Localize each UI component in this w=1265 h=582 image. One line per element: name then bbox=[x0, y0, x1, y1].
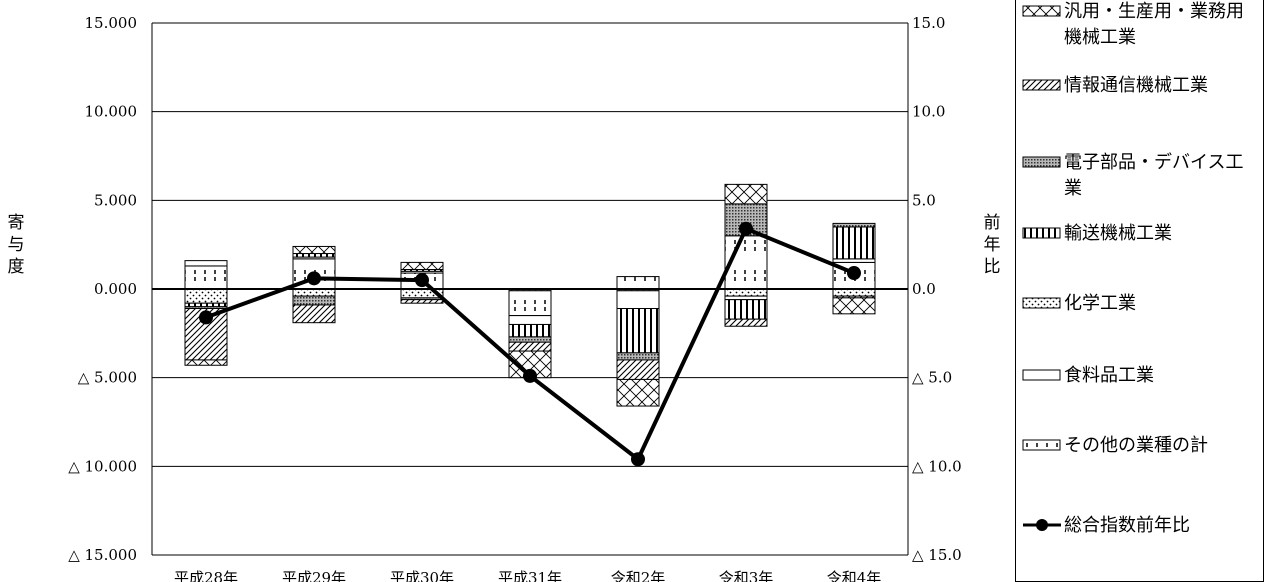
x-tick-label: 令和3年 bbox=[719, 569, 774, 582]
legend-swatch bbox=[1023, 519, 1061, 531]
bar-segment bbox=[724, 288, 768, 297]
legend-label: 食料品工業 bbox=[1064, 365, 1154, 386]
bar-segment bbox=[292, 253, 336, 258]
legend-swatch bbox=[1022, 369, 1061, 381]
index-point bbox=[631, 452, 645, 467]
bar-segment bbox=[832, 297, 876, 315]
bar-segment bbox=[616, 308, 660, 354]
y-tick-label: △ 10.000 bbox=[68, 457, 137, 475]
legend-label: 化学工業 bbox=[1064, 293, 1136, 314]
bar-segment bbox=[508, 323, 552, 338]
legend-item: 化学工業 bbox=[1022, 291, 1254, 317]
legend-swatch bbox=[1022, 439, 1061, 451]
legend-item: 汎用・生産用・業務用機械工業 bbox=[1022, 0, 1254, 51]
y-tick-label: 15.000 bbox=[85, 14, 138, 32]
legend-item: その他の業種の計 bbox=[1022, 433, 1254, 459]
x-tick-label: 平成28年 bbox=[174, 569, 238, 582]
y-tick-label: 0.000 bbox=[94, 280, 137, 298]
bar-segment bbox=[184, 288, 228, 304]
bar-segment bbox=[616, 359, 660, 380]
bar-segment bbox=[616, 276, 660, 290]
index-point bbox=[199, 310, 213, 325]
bar-segment bbox=[400, 261, 444, 270]
x-tick-label: 平成31年 bbox=[498, 569, 562, 582]
bar-segment bbox=[508, 290, 552, 317]
bar-segment bbox=[292, 295, 336, 306]
x-tick-label: 令和2年 bbox=[611, 569, 666, 582]
x-tick-label: 平成29年 bbox=[282, 569, 346, 582]
bar-segment bbox=[724, 318, 768, 327]
y2-axis-label: 前年比 bbox=[983, 213, 1001, 277]
legend-label: 汎用・生産用・業務用機械工業 bbox=[1064, 1, 1244, 48]
bar-segment bbox=[724, 183, 768, 205]
y2-tick-label: 10.0 bbox=[912, 103, 945, 121]
index-point bbox=[523, 368, 537, 383]
index-point bbox=[307, 271, 321, 286]
legend-item: 情報通信機械工業 bbox=[1022, 73, 1254, 99]
bar-segment bbox=[832, 258, 876, 263]
y2-tick-label: △ 10.0 bbox=[912, 457, 962, 475]
legend-swatch bbox=[1022, 79, 1061, 91]
bar-segment bbox=[616, 352, 660, 361]
bar-segment bbox=[292, 245, 336, 255]
bar-segment bbox=[616, 378, 660, 407]
bar-segment bbox=[508, 341, 552, 352]
x-tick-label: 平成30年 bbox=[390, 569, 454, 582]
legend-item: 輸送機械工業 bbox=[1022, 221, 1254, 247]
bar-segment bbox=[508, 336, 552, 343]
chart-canvas: 15.000 10.000 5.000 0.000 △ 5.000 △ 10.000 △ 1… bbox=[68, 14, 962, 582]
bar-segment bbox=[832, 222, 876, 228]
legend-swatch bbox=[1022, 156, 1061, 168]
legend-swatch bbox=[1022, 227, 1061, 239]
legend-label: 情報通信機械工業 bbox=[1064, 75, 1208, 96]
y2-tick-label: △ 5.0 bbox=[912, 369, 952, 387]
legend-item: 食料品工業 bbox=[1022, 363, 1254, 389]
bar-segment bbox=[184, 359, 228, 366]
x-tick-label: 令和4年 bbox=[827, 569, 882, 582]
chart-legend: 汎用・生産用・業務用機械工業情報通信機械工業電子部品・デバイス工業輸送機械工業化… bbox=[1015, 0, 1264, 582]
y2-tick-label: 15.0 bbox=[912, 14, 945, 32]
bar-segment bbox=[724, 299, 768, 320]
legend-item: 総合指数前年比 bbox=[1022, 513, 1254, 539]
bar-segment bbox=[184, 302, 228, 308]
legend-label: その他の業種の計 bbox=[1064, 435, 1208, 456]
y-tick-label: △ 5.000 bbox=[78, 369, 137, 387]
index-point bbox=[847, 266, 861, 281]
bar-segment bbox=[292, 288, 336, 297]
legend-label: 総合指数前年比 bbox=[1064, 515, 1190, 536]
legend-swatch bbox=[1022, 5, 1061, 17]
bar-segment bbox=[508, 315, 552, 325]
bar-segment bbox=[184, 260, 228, 267]
bar-segment bbox=[616, 290, 660, 310]
legend-item: 電子部品・デバイス工業 bbox=[1022, 150, 1254, 202]
index-point bbox=[415, 273, 429, 288]
index-point bbox=[739, 221, 753, 236]
legend-label: 輸送機械工業 bbox=[1064, 223, 1172, 244]
legend-swatch bbox=[1022, 297, 1061, 309]
bar-segment bbox=[292, 304, 336, 324]
y-axis-label: 寄与度 bbox=[7, 213, 25, 277]
bar-segment bbox=[400, 299, 444, 304]
y2-tick-label: 0.0 bbox=[912, 280, 936, 298]
bar-segment bbox=[724, 295, 768, 301]
bar-segment bbox=[832, 288, 876, 297]
legend-label: 電子部品・デバイス工業 bbox=[1064, 152, 1244, 199]
y-tick-label: 10.000 bbox=[85, 103, 138, 121]
y2-tick-label: △ 15.0 bbox=[912, 546, 962, 564]
y-tick-label: △ 15.000 bbox=[68, 546, 137, 564]
bar-segment bbox=[832, 226, 876, 260]
bar-segment bbox=[184, 265, 228, 290]
y-tick-label: 5.000 bbox=[94, 191, 137, 209]
y2-tick-label: 5.0 bbox=[912, 191, 936, 209]
